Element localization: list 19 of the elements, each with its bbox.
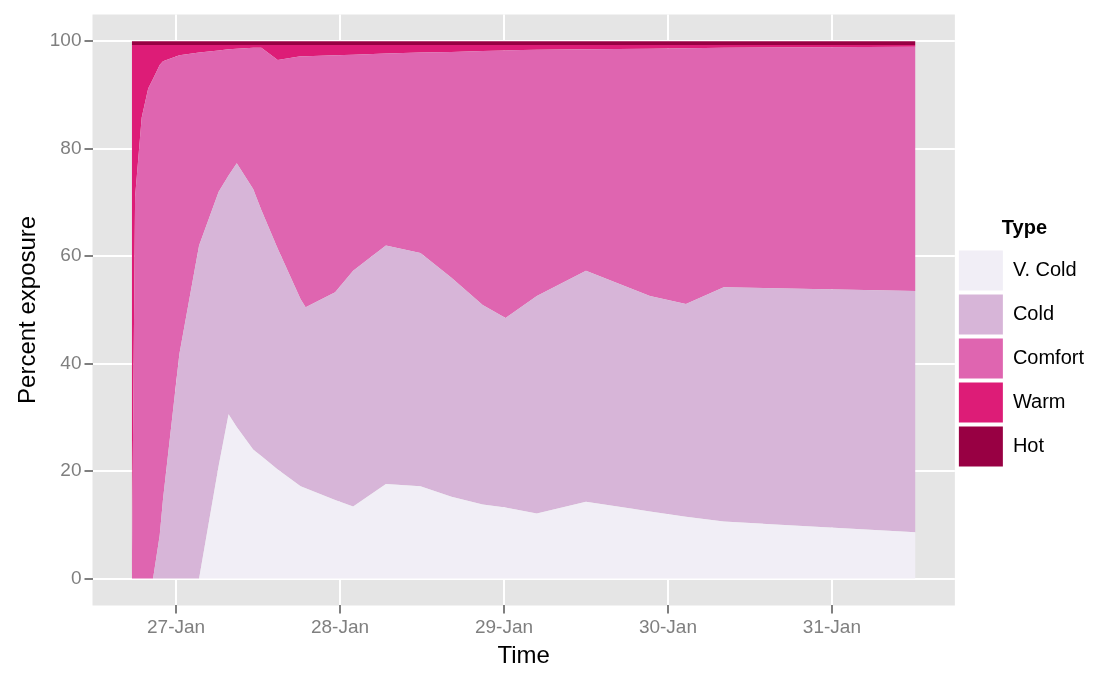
x-tick-label: 31-Jan: [802, 616, 861, 638]
y-tick-label: 60: [60, 244, 82, 266]
legend-label: Cold: [1012, 302, 1055, 325]
legend-title: Type: [1001, 216, 1048, 239]
y-tick-label: 40: [60, 351, 82, 373]
y-tick-label: 80: [60, 136, 82, 158]
x-axis-title: Time: [497, 641, 550, 669]
x-tick-label: 29-Jan: [474, 616, 534, 638]
y-tick-label: 100: [49, 29, 82, 51]
legend-label: V. Cold: [1012, 258, 1077, 281]
y-axis-title: Percent exposure: [13, 215, 41, 404]
x-tick-label: 30-Jan: [638, 616, 697, 638]
legend-label: Warm: [1012, 390, 1066, 413]
legend-label: Comfort: [1012, 346, 1085, 369]
y-tick-label: 0: [70, 566, 82, 588]
x-tick-label: 28-Jan: [310, 616, 370, 638]
x-tick-label: 27-Jan: [147, 616, 206, 638]
y-tick-label: 20: [60, 459, 82, 481]
legend-label: Hot: [1012, 434, 1045, 457]
